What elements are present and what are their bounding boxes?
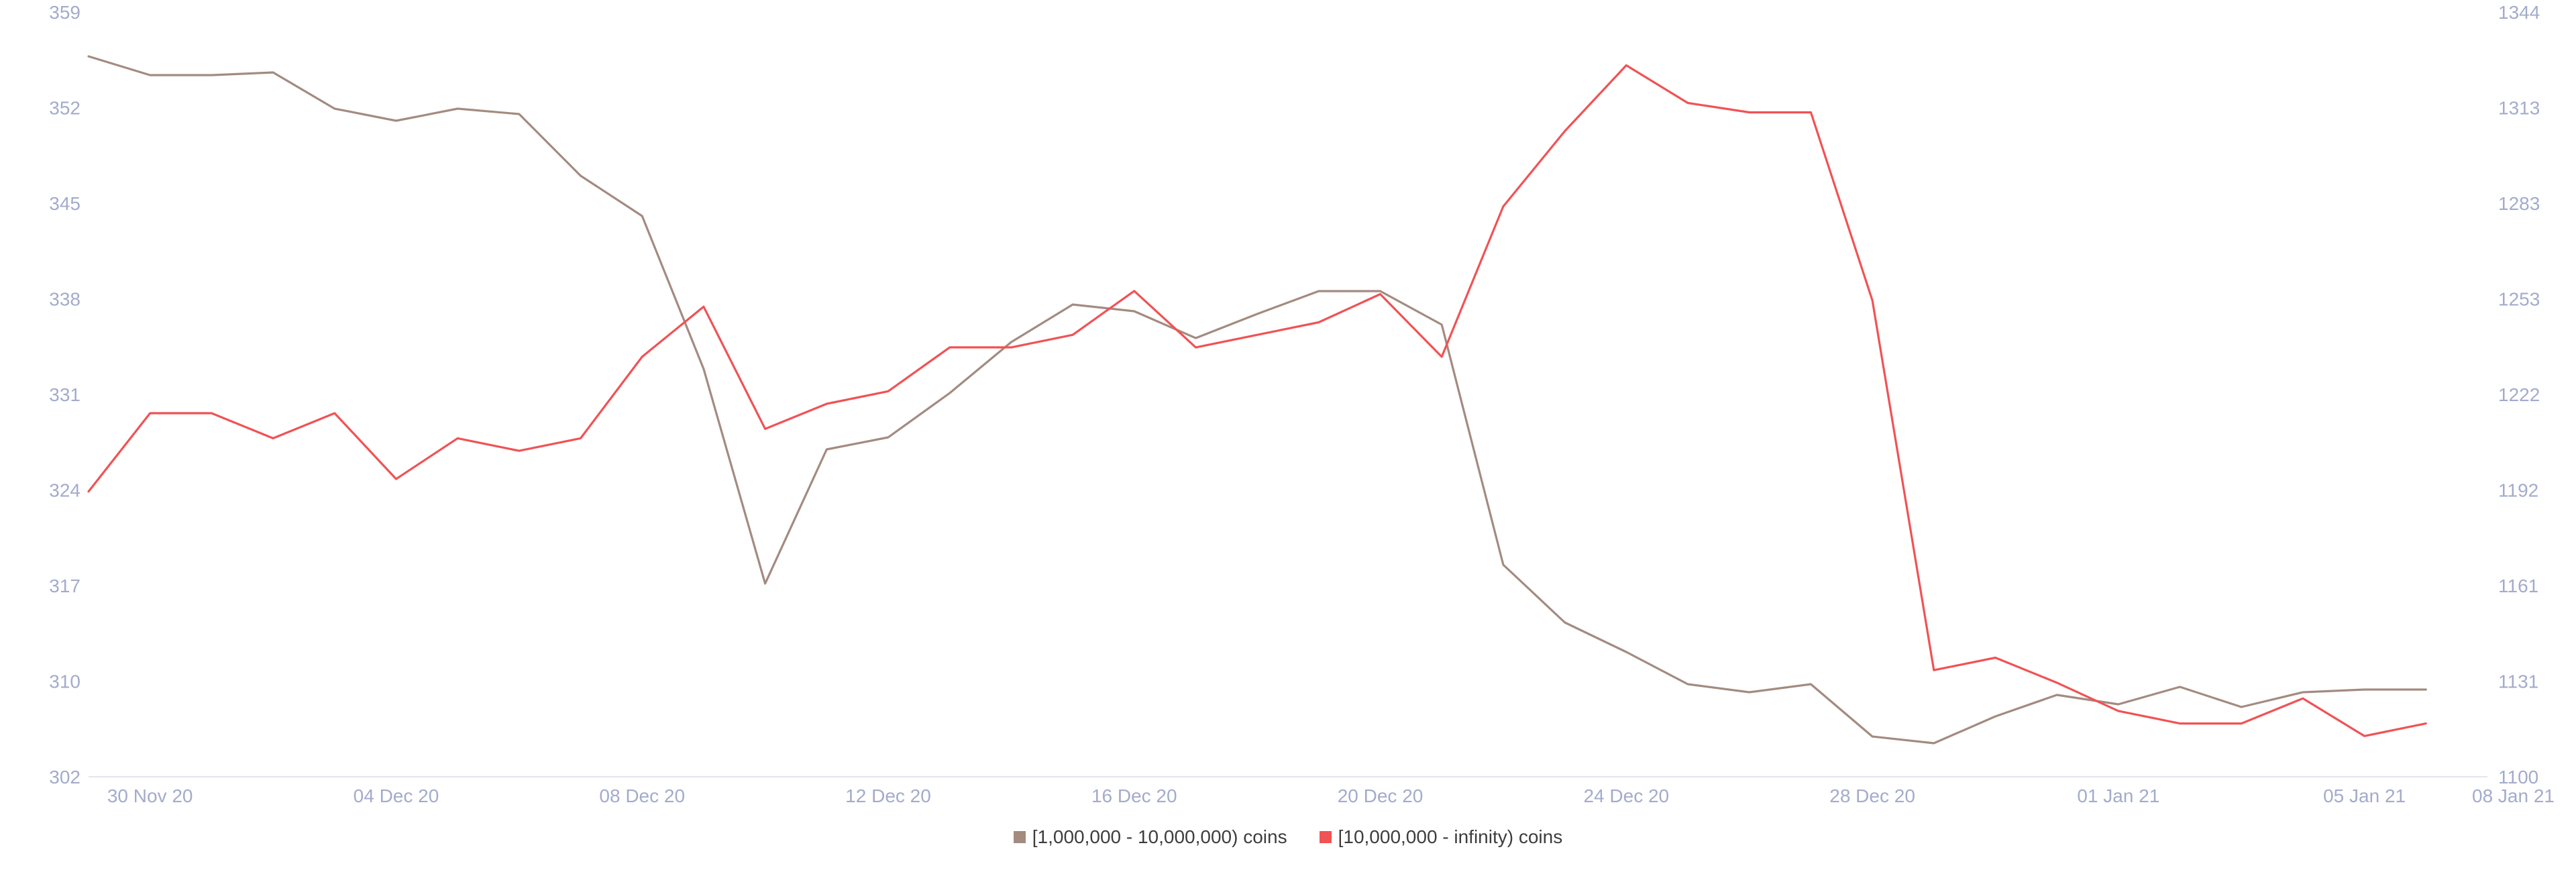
x-tick-label: 01 Jan 21 bbox=[2077, 785, 2159, 806]
left-y-axis: 302 310 317 324 331 338 345 352 359 bbox=[49, 2, 80, 787]
legend-item-series-2[interactable]: [10,000,000 - infinity) coins bbox=[1319, 826, 1563, 848]
x-tick-label: 20 Dec 20 bbox=[1338, 785, 1424, 806]
left-y-tick-label: 331 bbox=[49, 384, 80, 405]
left-y-tick-label: 352 bbox=[49, 98, 80, 119]
legend-label-series-2: [10,000,000 - infinity) coins bbox=[1338, 826, 1563, 847]
x-tick-label: 05 Jan 21 bbox=[2323, 785, 2406, 806]
right-y-tick-label: 1253 bbox=[2498, 289, 2540, 310]
series-line-1 bbox=[87, 55, 2427, 745]
x-tick-label: 04 Dec 20 bbox=[354, 785, 439, 806]
right-y-tick-label: 1344 bbox=[2498, 2, 2540, 23]
x-axis: 30 Nov 20 04 Dec 20 08 Dec 20 12 Dec 20 16 D… bbox=[107, 785, 2555, 806]
right-y-tick-label: 1192 bbox=[2498, 480, 2538, 501]
right-y-tick-label: 1283 bbox=[2498, 193, 2540, 214]
x-tick-label: 08 Jan 21 bbox=[2472, 785, 2555, 806]
left-y-tick-label: 338 bbox=[49, 289, 80, 310]
right-y-tick-label: 1313 bbox=[2498, 98, 2540, 119]
right-y-tick-label: 1161 bbox=[2498, 576, 2538, 596]
x-tick-label: 24 Dec 20 bbox=[1583, 785, 1669, 806]
x-tick-label: 28 Dec 20 bbox=[1829, 785, 1915, 806]
left-y-tick-label: 324 bbox=[49, 480, 80, 501]
right-y-tick-label: 1131 bbox=[2498, 671, 2538, 692]
left-y-tick-label: 317 bbox=[49, 576, 80, 596]
x-tick-label: 30 Nov 20 bbox=[107, 785, 193, 806]
series-lines bbox=[87, 55, 2427, 745]
legend-label-series-1: [1,000,000 - 10,000,000) coins bbox=[1032, 826, 1287, 847]
legend: [1,000,000 - 10,000,000) coins [10,000,0… bbox=[0, 826, 2576, 848]
x-tick-label: 16 Dec 20 bbox=[1091, 785, 1177, 806]
x-tick-label: 08 Dec 20 bbox=[599, 785, 685, 806]
right-y-tick-label: 1222 bbox=[2498, 384, 2540, 405]
legend-swatch-series-1 bbox=[1013, 831, 1026, 843]
right-y-axis: 1100 1131 1161 1192 1222 1253 1283 1313 1344 bbox=[2498, 2, 2540, 787]
left-y-tick-label: 359 bbox=[49, 2, 80, 23]
series-line-2 bbox=[87, 64, 2427, 737]
left-y-tick-label: 345 bbox=[49, 193, 80, 214]
x-tick-label: 12 Dec 20 bbox=[845, 785, 931, 806]
line-chart: 302 310 317 324 331 338 345 352 359 1100 1131 1161… bbox=[49, 2, 2555, 806]
left-y-tick-label: 310 bbox=[49, 671, 80, 692]
legend-swatch-series-2 bbox=[1319, 831, 1332, 843]
legend-item-series-1[interactable]: [1,000,000 - 10,000,000) coins bbox=[1013, 826, 1287, 848]
left-y-tick-label: 302 bbox=[49, 767, 80, 787]
right-y-tick-label: 1100 bbox=[2498, 767, 2538, 787]
